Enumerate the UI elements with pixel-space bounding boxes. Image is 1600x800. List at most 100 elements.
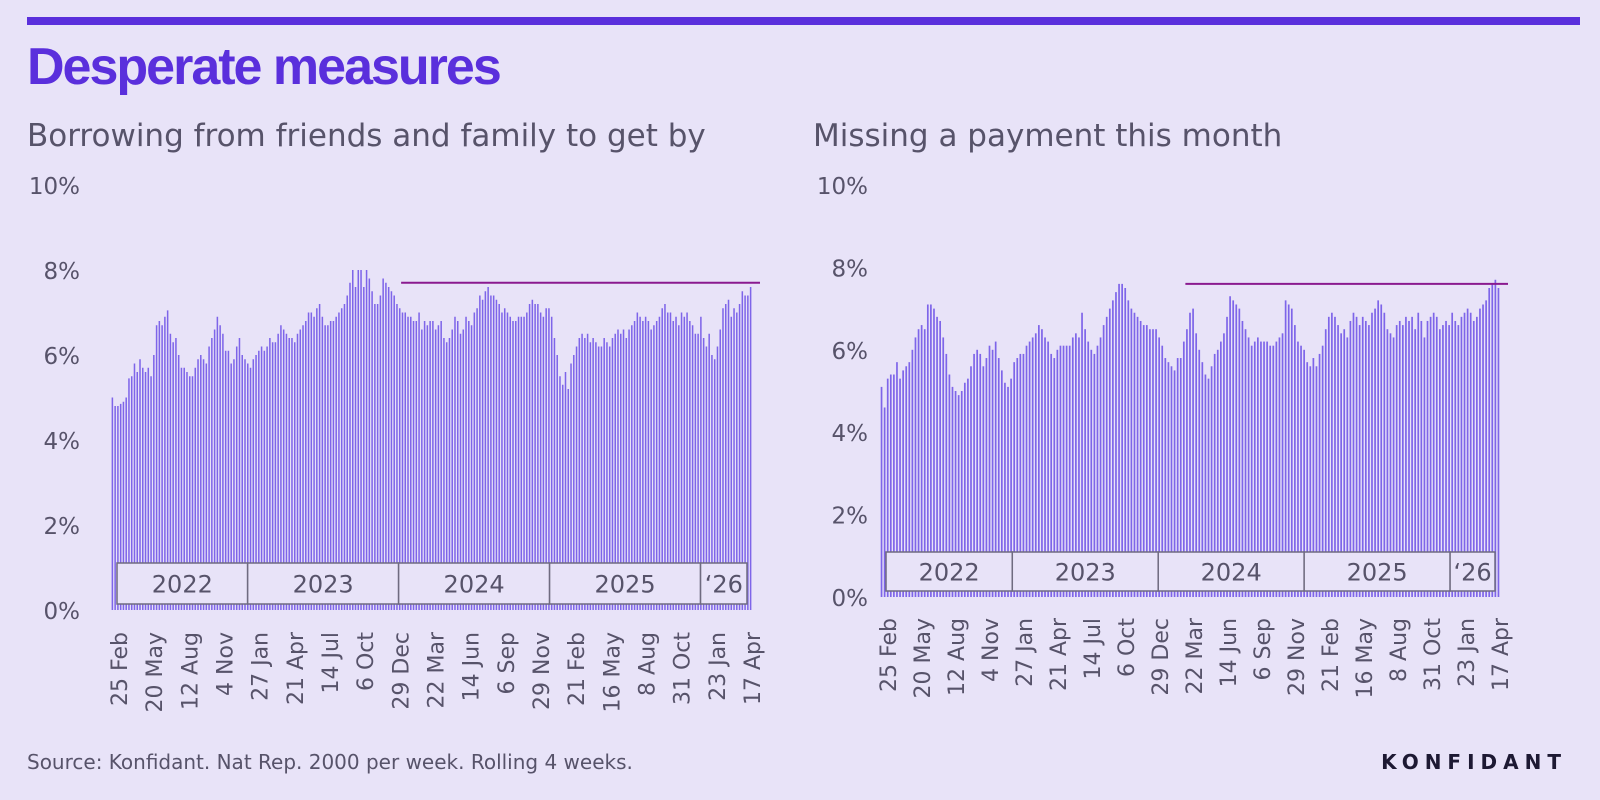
bar: [1324, 329, 1327, 597]
bar: [1445, 320, 1447, 597]
bar: [528, 304, 531, 610]
bar: [280, 325, 282, 610]
bar: [1423, 337, 1426, 597]
bar: [1244, 329, 1247, 597]
bar: [655, 321, 658, 610]
bar: [382, 278, 384, 610]
bar: [1145, 325, 1148, 597]
bar: [1105, 316, 1108, 597]
bar: [211, 338, 213, 610]
y-tick-label: 2%: [44, 514, 81, 540]
bar: [1364, 320, 1367, 597]
bar: [343, 304, 346, 610]
bar: [548, 308, 550, 610]
x-tick-label: 4 Nov: [214, 632, 239, 696]
bar: [445, 342, 448, 610]
bar: [1010, 378, 1012, 597]
bar: [269, 338, 271, 610]
bar: [1155, 329, 1157, 597]
bar: [332, 321, 335, 610]
bar: [285, 333, 288, 610]
bar: [1139, 320, 1142, 597]
bar: [985, 358, 988, 597]
bar: [512, 321, 514, 610]
bar: [150, 376, 152, 610]
bar: [188, 376, 191, 610]
bar: [1108, 308, 1111, 597]
bar: [520, 316, 523, 610]
bar: [357, 270, 360, 610]
bar: [1334, 316, 1336, 597]
bar: [238, 338, 241, 610]
bar: [1207, 378, 1210, 597]
bar: [484, 291, 487, 610]
bar: [1004, 382, 1006, 597]
x-tick-label: 14 Jul: [1081, 618, 1106, 680]
y-tick-label: 4%: [832, 421, 869, 447]
x-tick-label: 23 Jan: [706, 632, 731, 701]
bar: [523, 316, 525, 610]
bar: [1250, 345, 1253, 597]
bar: [216, 316, 219, 610]
year-label: ‘26: [1453, 559, 1491, 587]
bar: [249, 367, 252, 610]
y-tick-label: 10%: [29, 174, 80, 200]
bar: [1149, 329, 1151, 597]
x-tick-label: 29 Nov: [1285, 618, 1310, 696]
bar: [1368, 325, 1370, 597]
bar: [360, 270, 362, 610]
bar: [404, 312, 407, 610]
bar: [1331, 312, 1333, 597]
bar: [387, 287, 390, 610]
missed-payment-chart: 0% 2% 4% 6% 8% 10% 2022 2023 2024 2025 ‘26 25 Feb 20…: [817, 174, 1514, 698]
bar: [153, 355, 155, 610]
x-tick-label: 6 Oct: [1115, 618, 1140, 677]
brand-logo: KONFIDANT: [1381, 750, 1567, 774]
bar: [1414, 329, 1417, 597]
bar: [418, 312, 420, 610]
x-tick-label: 6 Oct: [354, 632, 379, 691]
bar: [1213, 353, 1216, 597]
bar: [957, 395, 960, 597]
bar: [1290, 308, 1293, 597]
bar: [1420, 320, 1423, 597]
bar: [1294, 325, 1296, 597]
bar: [509, 316, 512, 610]
bar: [1429, 316, 1432, 597]
bar: [680, 312, 683, 610]
bar: [1136, 316, 1139, 597]
bar: [202, 359, 205, 610]
bar: [310, 312, 313, 610]
bar: [186, 372, 188, 610]
bar: [702, 338, 705, 610]
bar: [1327, 316, 1330, 597]
bar: [997, 358, 1000, 597]
bar: [1260, 341, 1262, 597]
bar: [293, 342, 296, 610]
bar: [727, 299, 730, 610]
bar: [495, 299, 498, 610]
x-tick-label: 8 Aug: [1387, 618, 1412, 682]
bar: [117, 406, 119, 610]
bar: [1417, 312, 1420, 597]
bar: [1158, 337, 1161, 597]
bar: [219, 325, 221, 610]
bar: [415, 321, 418, 610]
bar: [1454, 320, 1457, 597]
bar: [559, 376, 561, 610]
bar: [628, 329, 630, 610]
bar: [741, 291, 744, 610]
bar: [1281, 333, 1284, 597]
bar: [122, 401, 125, 610]
bar: [390, 291, 393, 610]
bar: [976, 349, 979, 597]
bar: [1112, 300, 1114, 597]
bar: [1047, 341, 1049, 597]
year-label: 2022: [152, 571, 213, 599]
bar: [407, 316, 409, 610]
x-tick-label: 23 Jan: [1455, 618, 1480, 687]
year-band-cell: [885, 551, 1014, 592]
x-tick-label: 22 Mar: [1183, 617, 1208, 694]
bar: [691, 325, 694, 610]
bar: [914, 337, 917, 597]
